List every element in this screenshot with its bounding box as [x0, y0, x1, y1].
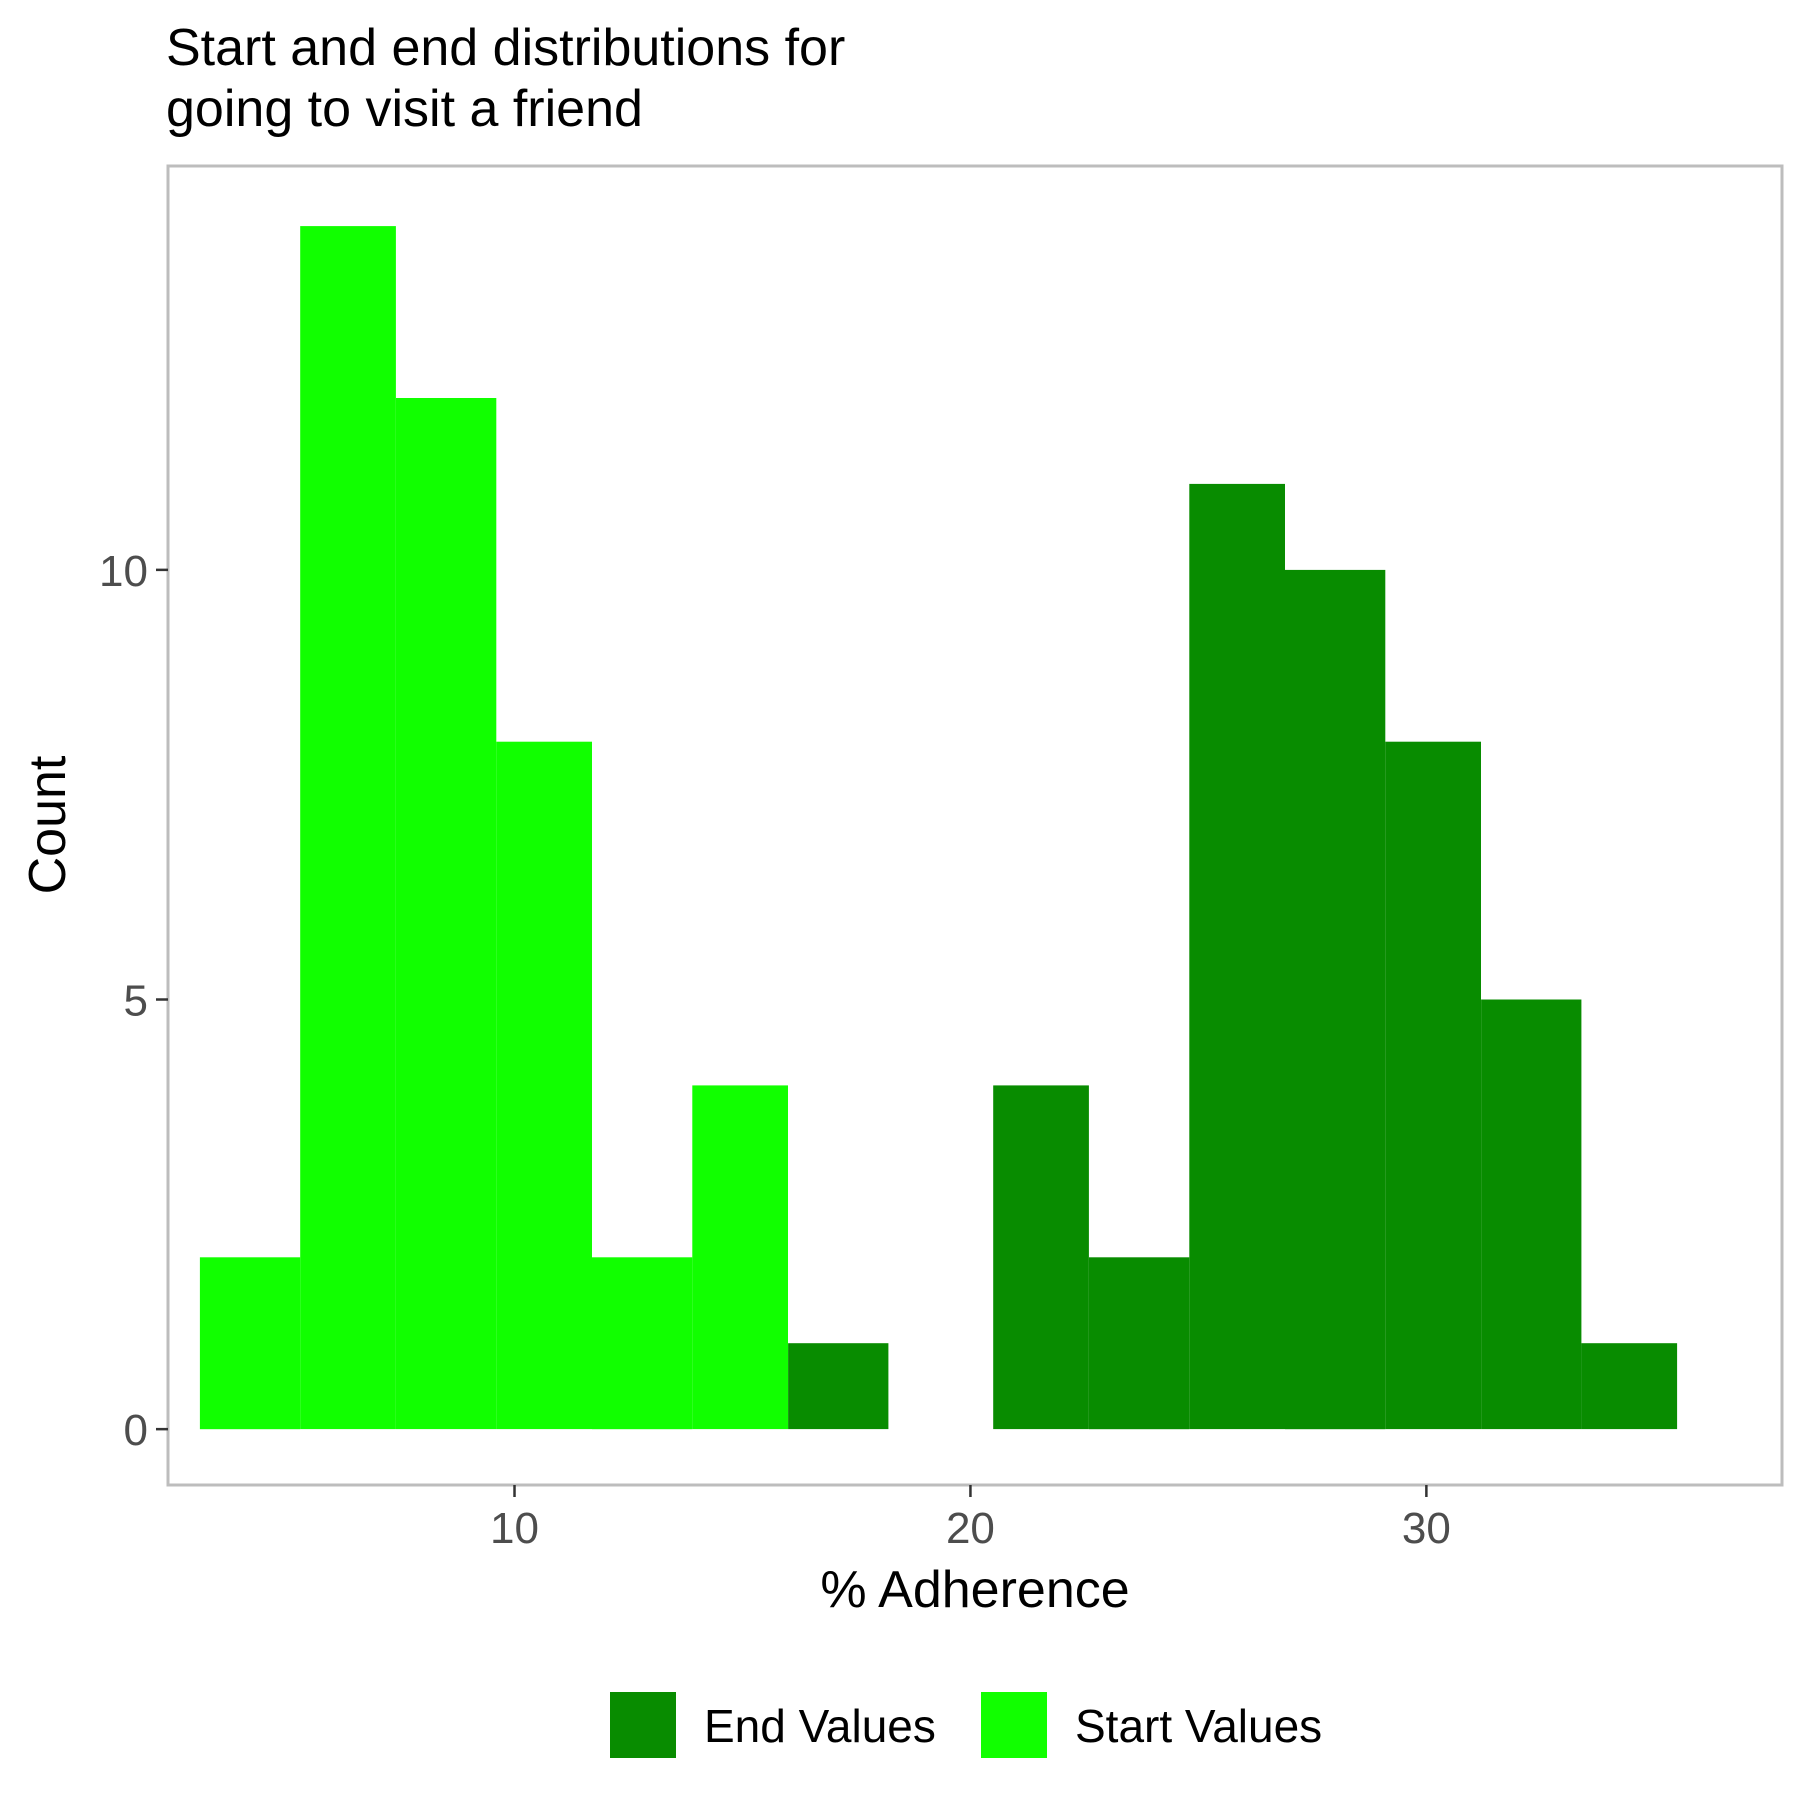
x-tick-label-20: 20: [946, 1504, 995, 1553]
bar-end-values-4: [1285, 569, 1386, 1430]
bars-layer: [199, 226, 1678, 1430]
bar-end-values-0: [788, 1343, 889, 1430]
bar-end-values-2: [1089, 1257, 1190, 1430]
x-tick-label-10: 10: [490, 1504, 539, 1553]
bar-start-values-0: [199, 1257, 301, 1430]
bar-end-values-6: [1481, 999, 1582, 1430]
y-tick-label-10: 10: [99, 547, 148, 596]
bar-end-values-7: [1581, 1343, 1678, 1430]
bar-end-values-3: [1189, 483, 1285, 1430]
bar-start-values-1: [300, 226, 396, 1430]
y-axis: 0 5 10: [99, 547, 168, 1455]
chart-title-line-2: going to visit a friend: [166, 80, 643, 138]
bar-start-values-3: [496, 741, 592, 1430]
x-axis: 10 20 30: [490, 1485, 1451, 1553]
bar-start-values-4: [592, 1257, 693, 1430]
y-tick-label-0: 0: [124, 1406, 148, 1455]
y-axis-title: Count: [19, 755, 77, 894]
legend-key-start-values: [981, 1692, 1047, 1758]
x-axis-title: % Adherence: [820, 1561, 1129, 1619]
legend-label-start-values: Start Values: [1075, 1700, 1322, 1752]
x-tick-label-30: 30: [1402, 1504, 1451, 1553]
plot-panel-border: [166, 164, 1784, 1487]
y-tick-label-5: 5: [124, 977, 148, 1026]
legend-label-end-values: End Values: [704, 1700, 936, 1752]
bar-start-values-5: [692, 1085, 788, 1430]
bar-end-values-5: [1385, 741, 1481, 1430]
chart-title-line-1: Start and end distributions for: [166, 19, 845, 77]
bar-start-values-2: [396, 398, 497, 1430]
legend: End Values Start Values: [610, 1692, 1322, 1758]
bar-end-values-1: [993, 1085, 1089, 1430]
legend-key-end-values: [610, 1692, 676, 1758]
